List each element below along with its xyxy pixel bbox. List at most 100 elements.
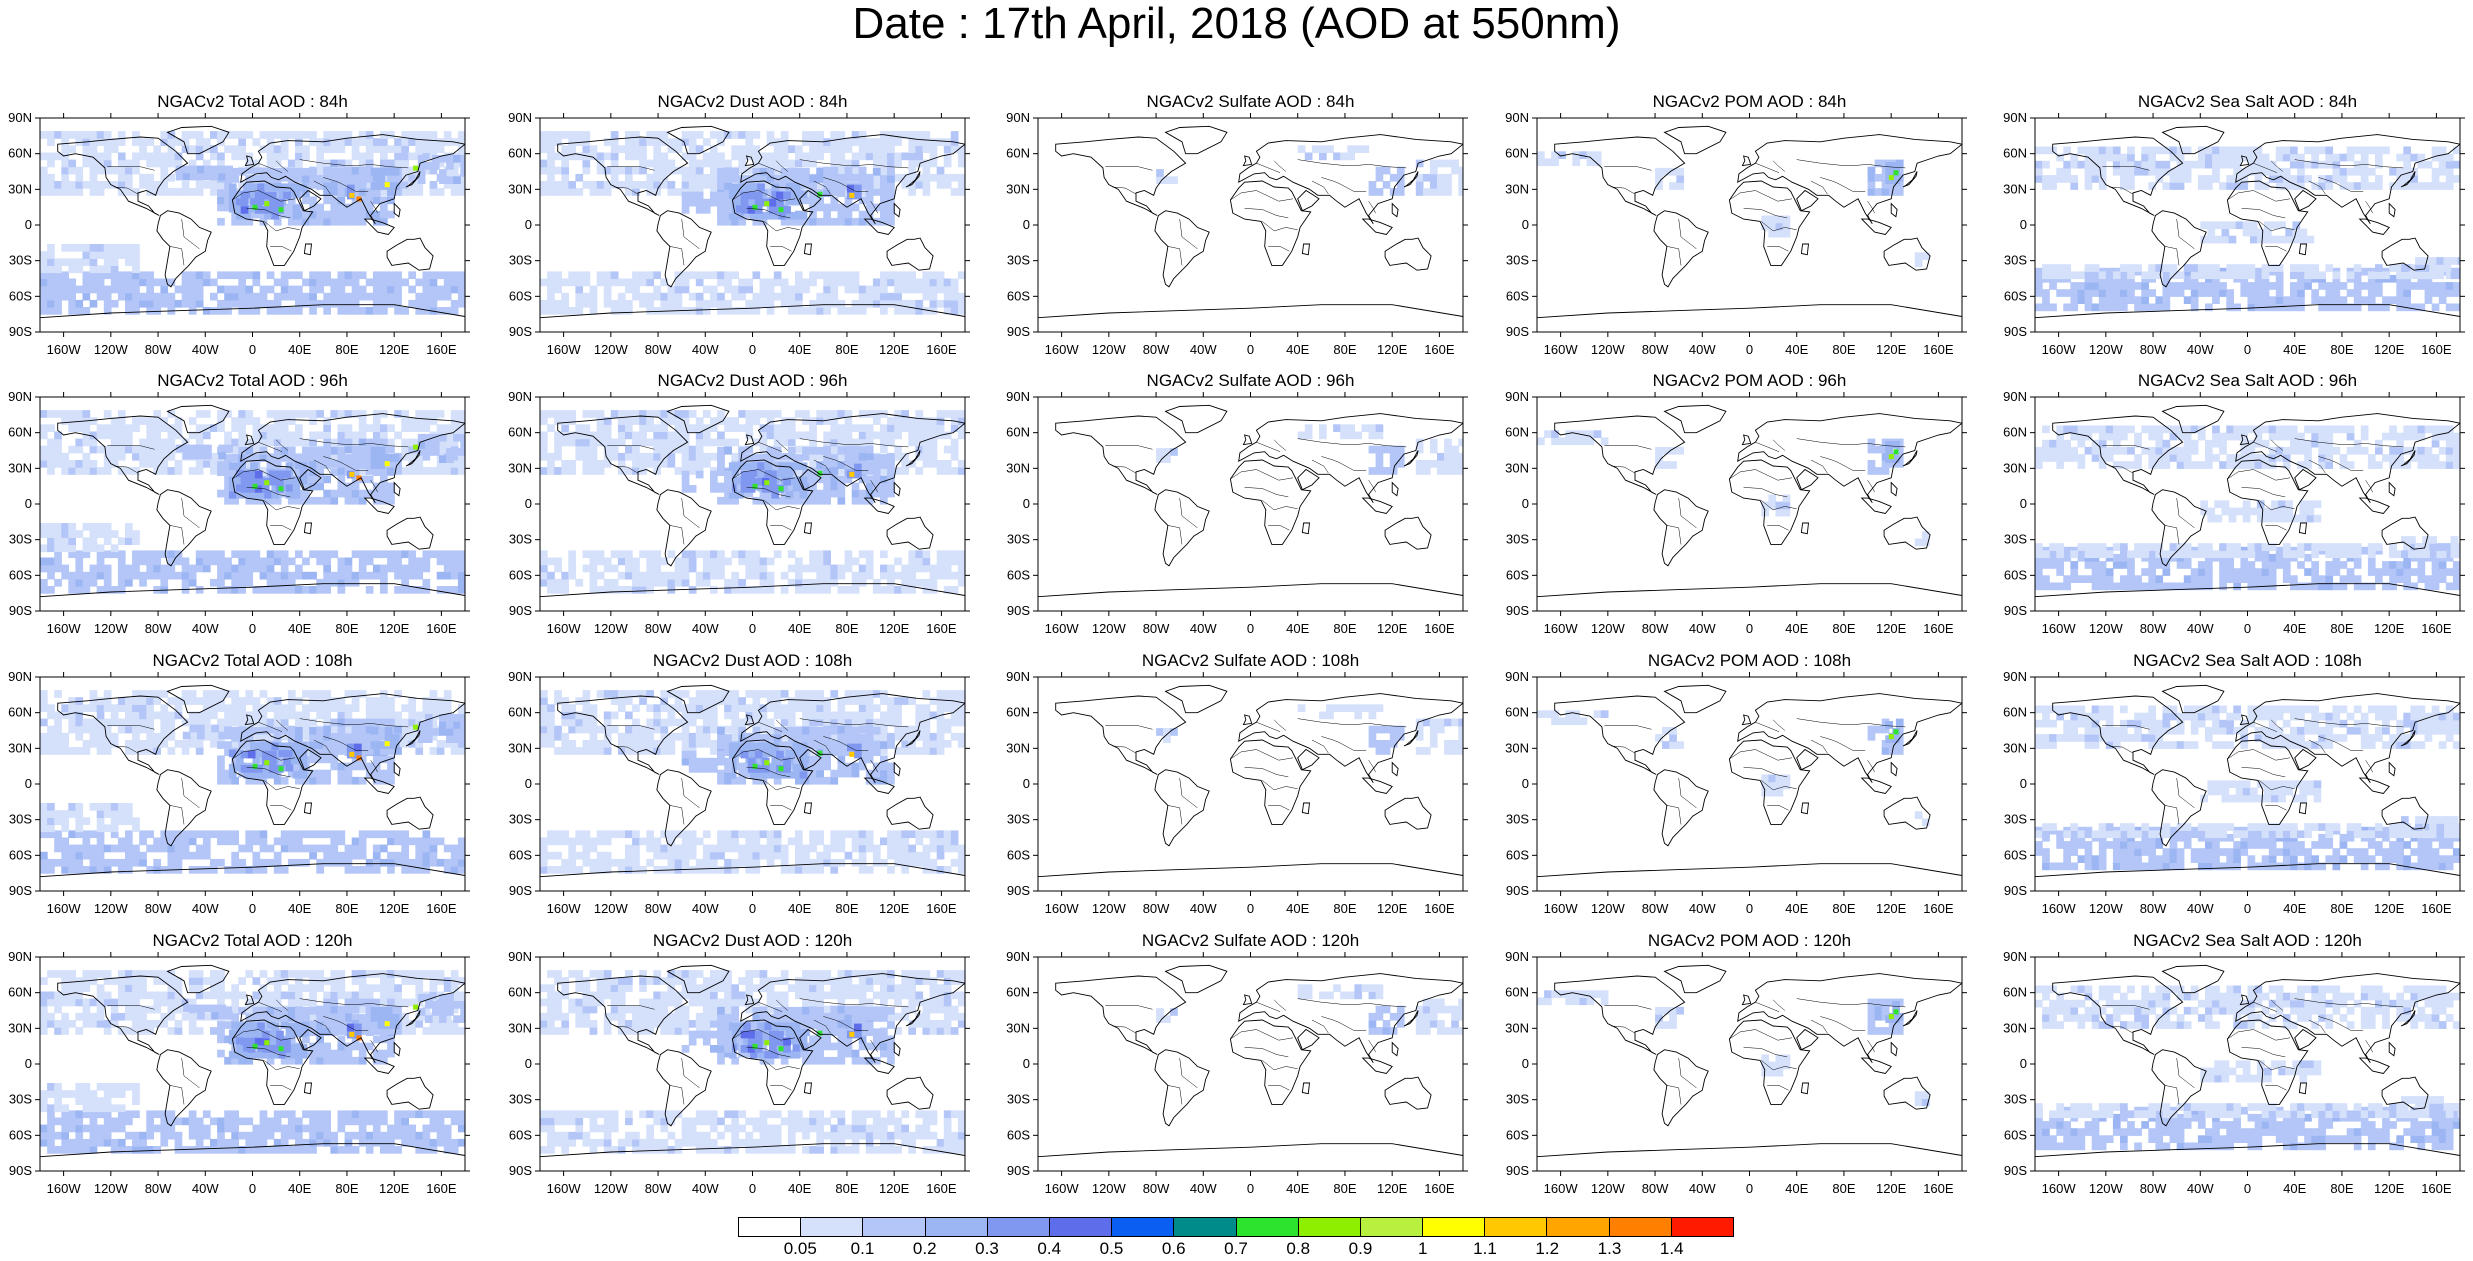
aod-cell	[880, 159, 888, 168]
aod-cell	[646, 271, 654, 280]
aod-cell	[401, 410, 409, 418]
aod-cell	[2155, 175, 2164, 183]
aod-cell	[865, 431, 874, 440]
aod-cell	[639, 152, 647, 161]
aod-cell	[2360, 267, 2369, 276]
aod-cell	[936, 181, 945, 189]
aod-cell	[2299, 228, 2308, 237]
aod-cell	[446, 448, 454, 456]
aod-cell	[337, 175, 346, 183]
aod-cell	[89, 258, 98, 266]
aod-cell	[894, 152, 902, 161]
aod-cell	[799, 490, 808, 499]
aod-cell	[943, 299, 952, 308]
aod-cell	[915, 431, 924, 440]
aod-cell	[450, 564, 459, 573]
aod-cell	[2205, 160, 2213, 169]
aod-cell	[210, 557, 218, 566]
aod-cell	[660, 571, 669, 580]
aod-cell	[337, 452, 346, 461]
country-border	[1273, 160, 1287, 172]
aod-cell	[2389, 167, 2397, 176]
aod-cell	[568, 145, 576, 153]
aod-cell	[880, 175, 888, 183]
aod-cell	[259, 210, 268, 219]
aod-cell	[1914, 259, 1923, 268]
coastline	[1890, 202, 1898, 218]
aod-cell	[358, 489, 367, 498]
aod-cell	[2162, 167, 2171, 176]
aod-cell	[809, 489, 817, 498]
aod-cell	[922, 578, 931, 587]
aod-cell	[759, 292, 768, 301]
aod-cell	[802, 446, 810, 455]
aod-cell	[217, 424, 225, 432]
aod-cell	[603, 460, 612, 468]
aod-cell	[745, 145, 754, 153]
aod-cell	[316, 446, 324, 455]
aod-cell	[292, 483, 301, 492]
aod-cell	[667, 460, 676, 468]
aod-cell	[188, 145, 197, 153]
aod-cell	[47, 265, 55, 274]
aod-cell	[273, 145, 282, 153]
lat-label: 60N	[2003, 146, 2027, 161]
aod-cell	[901, 131, 909, 139]
aod-cell	[858, 438, 867, 447]
aod-cell	[2375, 182, 2383, 190]
aod-cell	[1437, 188, 1445, 196]
aod-cell	[2457, 257, 2460, 265]
aod-cell	[2240, 146, 2249, 155]
aod-cell	[858, 467, 867, 475]
aod-cell	[617, 571, 626, 580]
aod-cell	[2197, 160, 2206, 169]
aod-cell	[2443, 264, 2452, 272]
aod-cell	[908, 152, 916, 161]
aod-cell	[394, 586, 402, 594]
aod-cell	[47, 452, 55, 461]
aod-cell	[776, 198, 784, 207]
aod-cell	[2424, 296, 2433, 304]
aod-cell	[901, 564, 909, 573]
aod-cell	[2176, 146, 2185, 155]
aod-cell	[2438, 282, 2447, 290]
coastline	[156, 210, 212, 288]
aod-cell	[436, 145, 445, 153]
lat-label: 90N	[2003, 110, 2027, 125]
aod-cell	[330, 496, 339, 505]
aod-cell	[189, 444, 198, 453]
aod-cell	[632, 271, 640, 280]
aod-cell	[132, 452, 140, 461]
aod-cell	[915, 145, 924, 153]
aod-cell	[589, 578, 598, 587]
aod-cell	[125, 307, 133, 315]
aod-cell	[47, 307, 55, 315]
aod-cell	[688, 198, 697, 207]
aod-cell	[422, 166, 431, 175]
aod-cell	[2042, 303, 2050, 312]
aod-cell	[125, 571, 133, 580]
aod-cell	[153, 152, 161, 161]
aod-cell	[2256, 235, 2265, 244]
aod-cell	[160, 424, 169, 432]
aod-cell	[401, 438, 409, 447]
coastline	[905, 450, 921, 467]
aod-cell	[110, 285, 119, 294]
aod-cell	[1429, 181, 1438, 189]
aod-cell	[280, 292, 289, 301]
aod-cell	[802, 152, 810, 161]
aod-cell	[617, 550, 626, 559]
aod-cell	[54, 292, 62, 301]
aod-cell	[287, 307, 296, 315]
aod-cell	[887, 424, 895, 432]
aod-cell	[125, 431, 133, 440]
aod-cell	[561, 467, 569, 475]
aod-cell	[943, 410, 952, 418]
aod-cell	[295, 159, 303, 168]
country-border	[732, 190, 796, 202]
aod-cell	[1415, 181, 1424, 189]
aod-cell	[358, 410, 367, 418]
aod-cell	[431, 154, 440, 163]
aod-cell	[372, 564, 381, 573]
aod-cell	[724, 557, 732, 566]
